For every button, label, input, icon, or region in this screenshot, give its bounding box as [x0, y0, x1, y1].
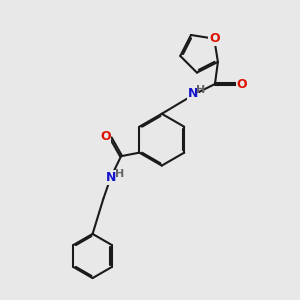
Text: O: O	[209, 32, 220, 45]
Text: O: O	[236, 77, 247, 91]
Text: N: N	[106, 171, 117, 184]
Text: O: O	[100, 130, 111, 143]
Text: N: N	[188, 87, 198, 100]
Text: H: H	[196, 85, 206, 95]
Text: H: H	[115, 169, 124, 179]
